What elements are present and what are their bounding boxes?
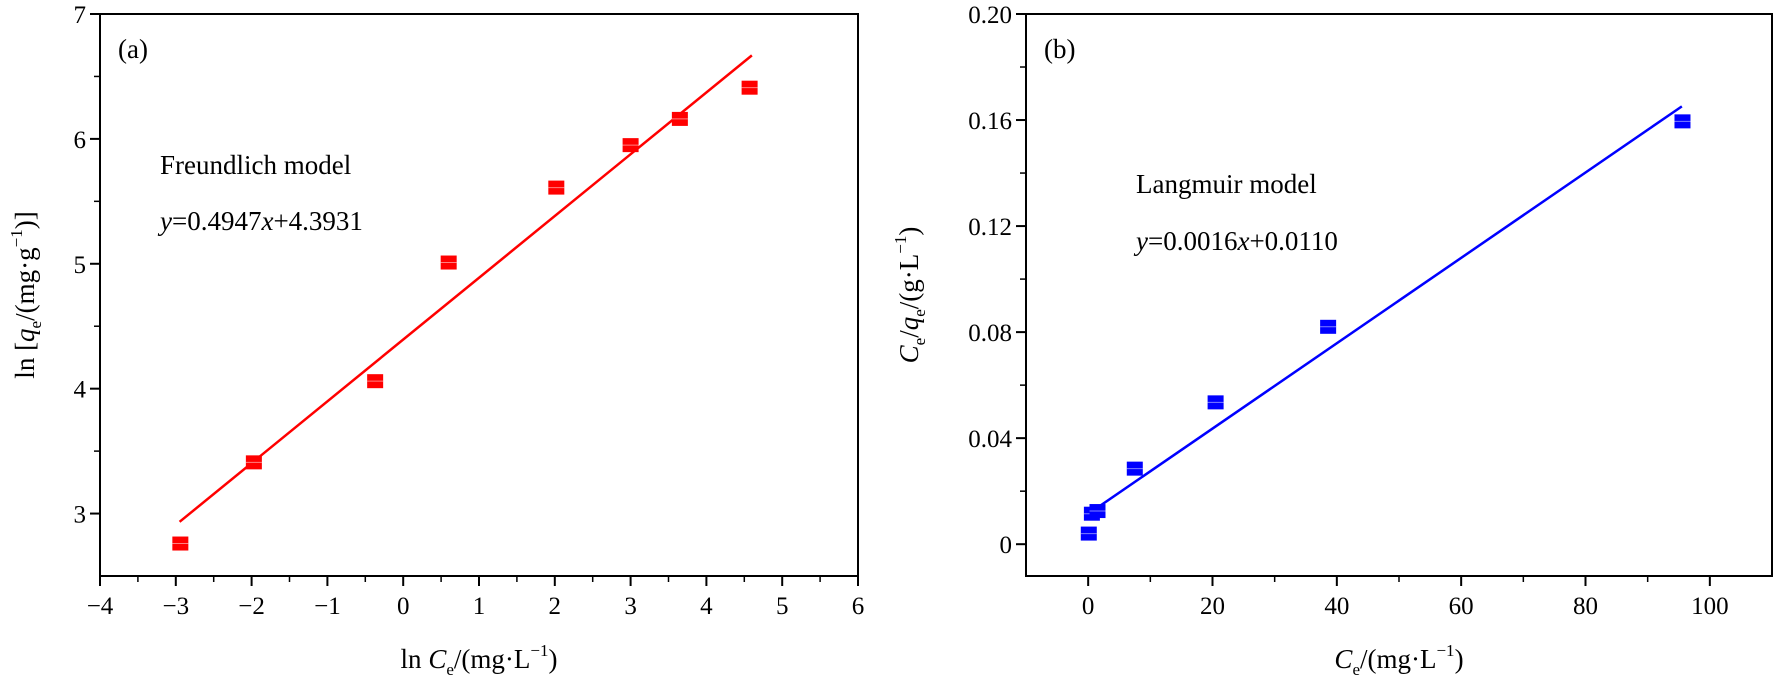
model-name: Langmuir model	[1136, 169, 1317, 199]
x-axis-label: ln Ce/(mg·L−1)	[401, 641, 558, 679]
plot-frame	[1025, 13, 1773, 577]
x-tick-label: 5	[776, 593, 789, 620]
x-tick-label: −3	[162, 593, 189, 620]
y-tick-label: 0	[1000, 532, 1013, 559]
y-axis-label: ln [qe/(mg·g−1)]	[7, 211, 45, 378]
y-axis-label: Ce/qe/(g·L−1)	[891, 227, 929, 364]
panel-a: −4 −3 −2 −1 0 1 2 3 4 5 6 3 4 5 6 7 (a) Freundlich model y…	[7, 2, 864, 679]
x-tick-label: 1	[473, 593, 486, 620]
x-tick-label: −4	[87, 593, 114, 620]
y-tick-label: 5	[74, 252, 87, 279]
x-tick-label: 60	[1449, 593, 1474, 620]
y-tick-label: 6	[74, 127, 87, 154]
y-tick-label: 7	[74, 2, 87, 29]
x-tick-label: 0	[1082, 593, 1095, 620]
fit-line	[1089, 105, 1683, 514]
x-tick-label: 0	[397, 593, 410, 620]
panel-label: (b)	[1044, 34, 1075, 64]
fit-equation: y=0.4947x+4.3931	[157, 206, 363, 236]
x-axis-label: Ce/(mg·L−1)	[1334, 641, 1463, 679]
x-tick-label: 20	[1200, 593, 1225, 620]
x-tick-label: 40	[1324, 593, 1349, 620]
x-tick-label: −1	[314, 593, 341, 620]
x-tick-label: 6	[852, 593, 865, 620]
y-tick-label: 3	[74, 502, 87, 529]
panel-label: (a)	[118, 34, 148, 64]
y-tick-label: 0.08	[968, 320, 1012, 347]
plot-frame	[99, 13, 859, 577]
fit-equation: y=0.0016x+0.0110	[1133, 226, 1338, 256]
panel-b: 0 20 40 60 80 100 0 0.04 0.08 0.12 0.16 0.20 (b) Lang…	[891, 2, 1773, 679]
model-name: Freundlich model	[160, 150, 351, 180]
x-tick-label: 4	[700, 593, 713, 620]
y-tick-label: 0.16	[968, 108, 1012, 135]
x-tick-label: 3	[624, 593, 637, 620]
y-tick-label: 0.04	[968, 426, 1012, 453]
x-tick-label: 80	[1573, 593, 1598, 620]
x-tick-label: 100	[1691, 593, 1729, 620]
y-tick-label: 4	[74, 377, 87, 404]
y-tick-label: 0.20	[968, 2, 1012, 29]
x-tick-label: 2	[549, 593, 562, 620]
x-tick-label: −2	[238, 593, 265, 620]
fit-line	[178, 54, 753, 523]
y-tick-label: 0.12	[968, 214, 1012, 241]
